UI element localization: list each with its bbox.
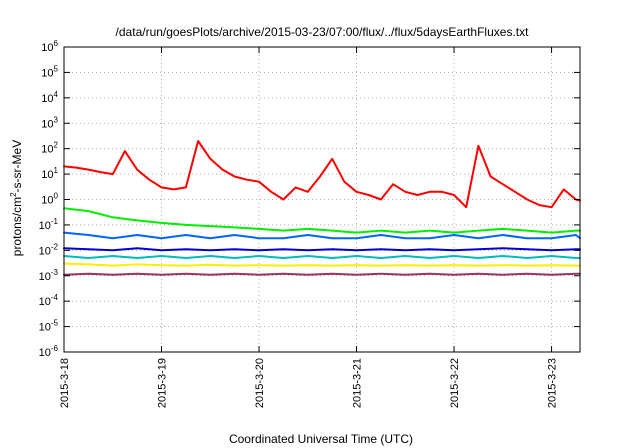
series-line-5 xyxy=(63,255,581,259)
series-line-4 xyxy=(63,247,581,252)
x-tick-label: 2015-3-21 xyxy=(352,358,364,408)
y-tick-label-exponent: 3 xyxy=(54,115,59,124)
y-tick-label: 10-3 xyxy=(39,268,59,283)
plot-frame xyxy=(63,46,581,353)
y-tick-label: 10-6 xyxy=(39,344,59,359)
y-axis-label-rest: -s-sr-MeV xyxy=(10,140,24,193)
series-line-2 xyxy=(63,207,581,234)
series-line-6 xyxy=(63,262,581,267)
y-axis-label-superscript: 2 xyxy=(9,192,18,197)
y-tick-label: 106 xyxy=(41,39,58,54)
y-tick-label: 10-4 xyxy=(39,293,59,308)
y-tick-label-base: 10 xyxy=(39,220,51,232)
y-tick-label-base: 10 xyxy=(39,245,51,257)
y-tick-label: 100 xyxy=(41,192,58,207)
y-axis-label-base: protons/cm xyxy=(10,197,24,256)
y-tick-label-base: 10 xyxy=(41,93,53,105)
series-line-7 xyxy=(63,272,581,276)
y-tick-label-base: 10 xyxy=(41,169,53,181)
y-axis-ticks: 10-610-510-410-310-210-11001011021031041… xyxy=(39,39,580,359)
y-tick-label: 103 xyxy=(41,115,58,130)
y-tick-label-base: 10 xyxy=(39,347,51,359)
y-tick-label: 105 xyxy=(41,64,58,79)
y-tick-label-base: 10 xyxy=(39,296,51,308)
y-tick-label: 101 xyxy=(41,166,58,181)
x-axis-label: Coordinated Universal Time (UTC) xyxy=(229,432,413,446)
x-axis-ticks: 2015-3-18 2015-3-19 2015-3-20 2015-3-21 2015… xyxy=(59,47,559,408)
y-tick-label-base: 10 xyxy=(41,118,53,130)
y-tick-label-base: 10 xyxy=(41,195,53,207)
y-tick-label: 102 xyxy=(41,141,58,156)
y-tick-label-exponent: 2 xyxy=(54,141,59,150)
y-tick-label-base: 10 xyxy=(41,144,53,156)
y-axis-label: protons/cm2-s-sr-MeV xyxy=(9,140,24,256)
series-line-3 xyxy=(63,231,581,240)
y-tick-label-base: 10 xyxy=(39,271,51,283)
y-tick-label: 10-2 xyxy=(39,242,59,257)
x-tick-label: 2015-3-19 xyxy=(157,358,169,408)
series-line-1 xyxy=(63,140,581,209)
x-tick-label: 2015-3-20 xyxy=(254,358,266,408)
y-tick-label-exponent: 6 xyxy=(54,39,59,48)
chart-title: /data/run/goesPlots/archive/2015-03-23/0… xyxy=(116,25,530,39)
y-tick-label: 104 xyxy=(41,90,58,105)
y-tick-label: 10-1 xyxy=(39,217,59,232)
y-tick-label-exponent: 0 xyxy=(54,192,59,201)
y-tick-label-exponent: 5 xyxy=(54,64,59,73)
y-tick-label-base: 10 xyxy=(41,67,53,79)
y-tick-label-exponent: -5 xyxy=(51,319,59,328)
y-tick-label-exponent: -1 xyxy=(51,217,59,226)
y-tick-label: 10-5 xyxy=(39,319,59,334)
y-tick-label-base: 10 xyxy=(39,322,51,334)
series-layer xyxy=(63,140,581,276)
y-tick-label-exponent: -4 xyxy=(51,293,59,302)
y-tick-label-base: 10 xyxy=(41,42,53,54)
y-tick-label-exponent: -3 xyxy=(51,268,59,277)
x-tick-label: 2015-3-22 xyxy=(449,358,461,408)
y-tick-label-exponent: -6 xyxy=(51,344,59,353)
y-tick-label-exponent: 1 xyxy=(54,166,59,175)
x-tick-label: 2015-3-23 xyxy=(547,358,559,408)
grid-layer xyxy=(63,47,580,352)
y-tick-label-exponent: 4 xyxy=(54,90,59,99)
x-tick-label: 2015-3-18 xyxy=(59,358,71,408)
y-tick-label-exponent: -2 xyxy=(51,242,59,251)
